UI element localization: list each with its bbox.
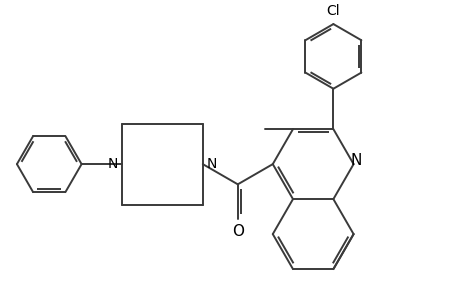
Text: N: N xyxy=(349,153,361,168)
Text: N: N xyxy=(206,157,217,171)
Text: N: N xyxy=(107,157,118,171)
Text: O: O xyxy=(231,224,243,239)
Text: Cl: Cl xyxy=(326,4,340,18)
